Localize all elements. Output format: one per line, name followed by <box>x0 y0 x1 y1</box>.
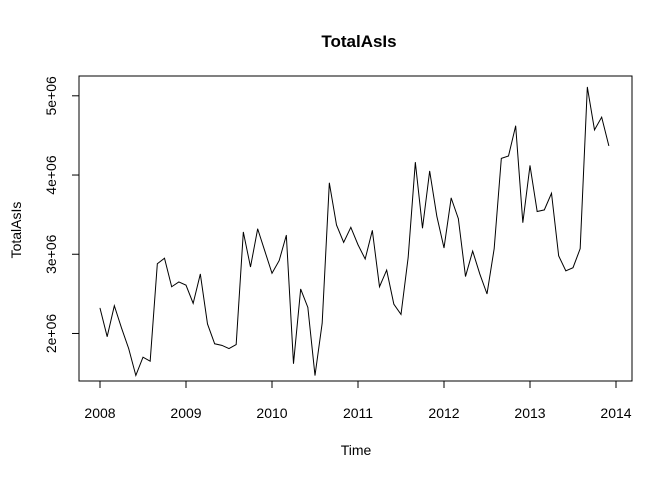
data-point <box>314 375 316 376</box>
data-point <box>99 307 101 309</box>
data-point <box>572 267 574 269</box>
y-tick-label: 5e+06 <box>43 76 59 116</box>
data-point <box>579 248 581 250</box>
y-axis-label: TotalAsIs <box>8 202 24 259</box>
data-point <box>450 197 452 199</box>
data-point <box>543 209 545 211</box>
data-point <box>192 303 194 304</box>
data-point <box>221 345 223 346</box>
data-point <box>164 257 165 259</box>
data-point <box>336 224 337 226</box>
data-point <box>199 273 201 275</box>
data-point <box>508 155 509 157</box>
data-point <box>529 165 531 166</box>
data-point <box>386 269 388 271</box>
data-point <box>457 218 459 219</box>
data-point <box>242 231 244 233</box>
data-point <box>400 314 402 315</box>
data-point <box>214 343 216 345</box>
data-point <box>364 258 366 260</box>
data-point <box>271 272 273 274</box>
plot-frame <box>78 75 633 382</box>
data-point <box>178 281 180 283</box>
data-point <box>371 230 373 231</box>
data-point <box>113 305 115 307</box>
x-axis-label: Time <box>341 442 372 458</box>
data-point <box>149 360 151 362</box>
data-point <box>414 162 416 163</box>
data-point <box>207 323 208 325</box>
x-tick-label: 2010 <box>256 405 287 421</box>
data-point <box>156 263 158 265</box>
data-point <box>551 192 552 194</box>
data-point <box>493 248 495 250</box>
data-point <box>536 211 538 212</box>
y-tick-label: 3e+06 <box>43 234 59 274</box>
data-point <box>278 260 280 261</box>
data-point <box>128 348 130 349</box>
data-point <box>171 286 173 288</box>
data-point <box>608 145 610 147</box>
data-point <box>350 226 352 228</box>
data-point <box>486 293 488 295</box>
series-line <box>99 87 610 378</box>
x-tick-label: 2008 <box>84 405 115 421</box>
data-point <box>443 247 445 249</box>
data-point <box>321 322 323 324</box>
data-point <box>565 270 567 272</box>
data-point <box>235 344 237 345</box>
data-point <box>343 242 345 243</box>
data-point <box>522 222 524 223</box>
data-point <box>121 327 122 329</box>
data-point <box>515 125 517 127</box>
x-tick-label: 2011 <box>343 405 373 421</box>
data-point <box>558 255 560 257</box>
data-point <box>135 375 137 376</box>
x-tick-label: 2013 <box>514 405 545 421</box>
data-point <box>436 215 438 217</box>
data-point <box>472 250 474 252</box>
data-point <box>257 228 259 230</box>
data-point <box>500 158 502 159</box>
data-point <box>465 276 466 277</box>
data-point <box>357 244 359 246</box>
data-point <box>407 257 409 258</box>
x-tick-label: 2014 <box>600 405 631 421</box>
chart-title: TotalAsIs <box>321 32 396 51</box>
data-point <box>106 336 108 337</box>
data-point <box>228 348 230 349</box>
data-point <box>142 356 144 358</box>
data-point <box>586 86 588 88</box>
data-point <box>422 227 423 229</box>
y-tick-label: 4e+06 <box>43 155 59 195</box>
data-point <box>293 363 294 364</box>
data-point <box>594 129 595 131</box>
data-point <box>601 116 603 118</box>
x-axis: 2008 2009 2010 2011 2012 2013 2014 <box>84 380 632 421</box>
data-point <box>264 250 266 252</box>
data-point <box>285 234 287 236</box>
data-point <box>393 303 395 305</box>
x-tick-label: 2012 <box>428 405 459 421</box>
data-point <box>379 286 380 288</box>
data-point <box>479 273 481 275</box>
data-point <box>328 182 330 184</box>
data-points <box>99 86 610 376</box>
data-point <box>185 284 187 286</box>
y-axis: 2e+06 3e+06 4e+06 5e+06 <box>43 76 80 354</box>
x-tick-label: 2009 <box>170 405 201 421</box>
data-point <box>307 306 309 308</box>
data-point <box>300 288 302 290</box>
y-tick-label: 2e+06 <box>43 314 59 354</box>
data-point <box>250 266 251 268</box>
data-point <box>429 170 431 172</box>
